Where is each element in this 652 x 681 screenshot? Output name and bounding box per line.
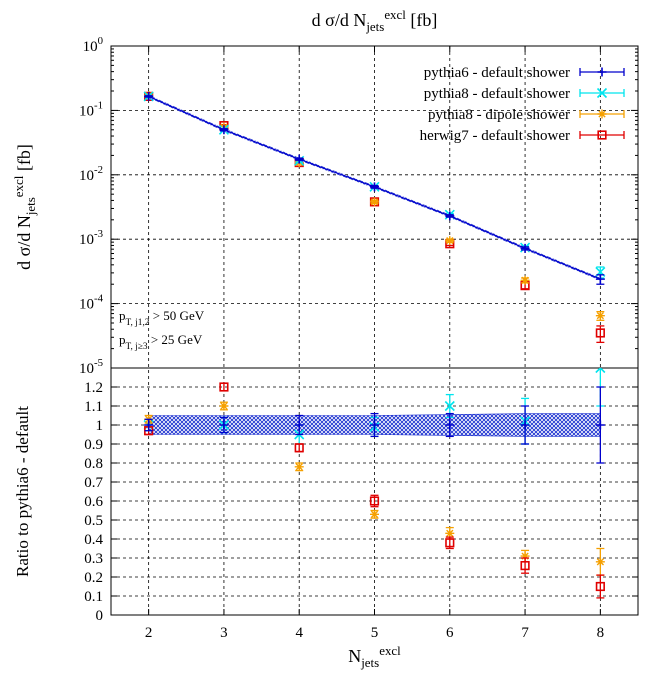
legend-label: pythia8 - dipole shower	[428, 107, 570, 123]
data-point	[445, 528, 455, 538]
data-point	[595, 557, 605, 567]
x-tick-label: 2	[145, 625, 153, 641]
grid-lines	[111, 46, 638, 615]
y-axis-label-bottom: Ratio to pythia6 - default	[13, 406, 32, 577]
data-point	[294, 154, 304, 164]
y-tick-label-ratio: 0.7	[84, 475, 103, 491]
cut-annotation: pT, j1,2 > 50 GeV	[119, 308, 205, 328]
y-tick-label-ratio: 1	[96, 418, 104, 434]
data-point	[445, 236, 455, 246]
data-point	[595, 581, 605, 592]
ratio-series-square	[144, 382, 605, 599]
data-point	[595, 274, 605, 284]
data-point	[370, 197, 379, 207]
data-point	[370, 420, 379, 430]
x-tick-label: 6	[446, 625, 454, 641]
y-tick-label-log: 10-3	[79, 228, 103, 248]
y-tick-label-ratio: 0.2	[84, 570, 103, 586]
data-point	[219, 401, 229, 411]
y-axis-label-top: d σ/d Njetsexcl [fb]	[11, 144, 38, 270]
data-point	[445, 420, 455, 430]
data-point	[597, 109, 607, 119]
top-panel-series	[143, 91, 606, 344]
x-tick-label: 5	[371, 625, 379, 641]
y-tick-label-ratio: 0.6	[84, 494, 103, 510]
x-axis-label: Njetsexcl	[348, 643, 401, 670]
legend-label: herwig7 - default shower	[420, 128, 570, 144]
legend: pythia6 - default shower pythia8 - defaul…	[420, 65, 625, 144]
data-point	[370, 182, 379, 192]
data-point	[597, 67, 607, 77]
y-tick-label-log: 10-1	[79, 99, 103, 119]
data-point	[597, 130, 607, 140]
y-tick-label-ratio: 0.8	[84, 456, 103, 472]
data-point	[144, 420, 154, 430]
ratio-series-plus	[144, 386, 605, 464]
data-point	[370, 509, 379, 519]
x-tick-label: 4	[295, 625, 303, 641]
data-point	[445, 538, 455, 548]
y-tick-label-log: 100	[83, 35, 103, 55]
data-point	[520, 551, 530, 561]
y-tick-label-log: 10-2	[79, 164, 103, 184]
data-point	[294, 420, 304, 430]
data-point	[596, 87, 608, 99]
y-tick-label-ratio: 1.2	[84, 380, 103, 396]
series-plus	[144, 91, 605, 285]
y-tick-label-log: 10-4	[79, 293, 104, 313]
y-tick-label-ratio: 0	[96, 608, 104, 624]
legend-label: pythia6 - default shower	[424, 65, 570, 81]
data-point	[219, 125, 229, 135]
y-tick-label-ratio: 0.3	[84, 551, 103, 567]
data-point	[445, 211, 455, 221]
data-point	[520, 275, 530, 285]
data-point	[520, 243, 530, 253]
x-tick-label: 7	[521, 625, 529, 641]
y-tick-label-ratio: 0.4	[84, 532, 103, 548]
x-tick-label: 8	[597, 625, 605, 641]
data-point	[219, 420, 229, 430]
axis-ticks	[111, 45, 638, 616]
data-point	[219, 382, 229, 392]
data-point	[444, 400, 455, 412]
legend-label: pythia8 - default shower	[424, 86, 570, 102]
data-point	[294, 443, 304, 453]
cut-annotation: pT, j≥3 > 25 GeV	[119, 332, 203, 352]
y-tick-label-ratio: 0.1	[84, 589, 103, 605]
data-point	[520, 420, 530, 430]
data-point	[144, 91, 154, 101]
data-point	[595, 328, 605, 338]
y-tick-label-ratio: 0.9	[84, 437, 103, 453]
data-point	[369, 496, 380, 506]
data-point	[294, 462, 304, 472]
data-point	[520, 560, 530, 571]
data-point	[595, 311, 605, 321]
bottom-panel-series	[143, 368, 606, 599]
y-tick-label-ratio: 0.5	[84, 513, 103, 529]
x-tick-label: 3	[220, 625, 228, 641]
data-point	[595, 420, 605, 430]
data-point	[595, 368, 606, 374]
y-tick-label-ratio: 1.1	[84, 399, 103, 415]
y-tick-label-log: 10-5	[79, 357, 103, 377]
chart-title: d σ/d Njetsexcl [fb]	[312, 7, 438, 34]
